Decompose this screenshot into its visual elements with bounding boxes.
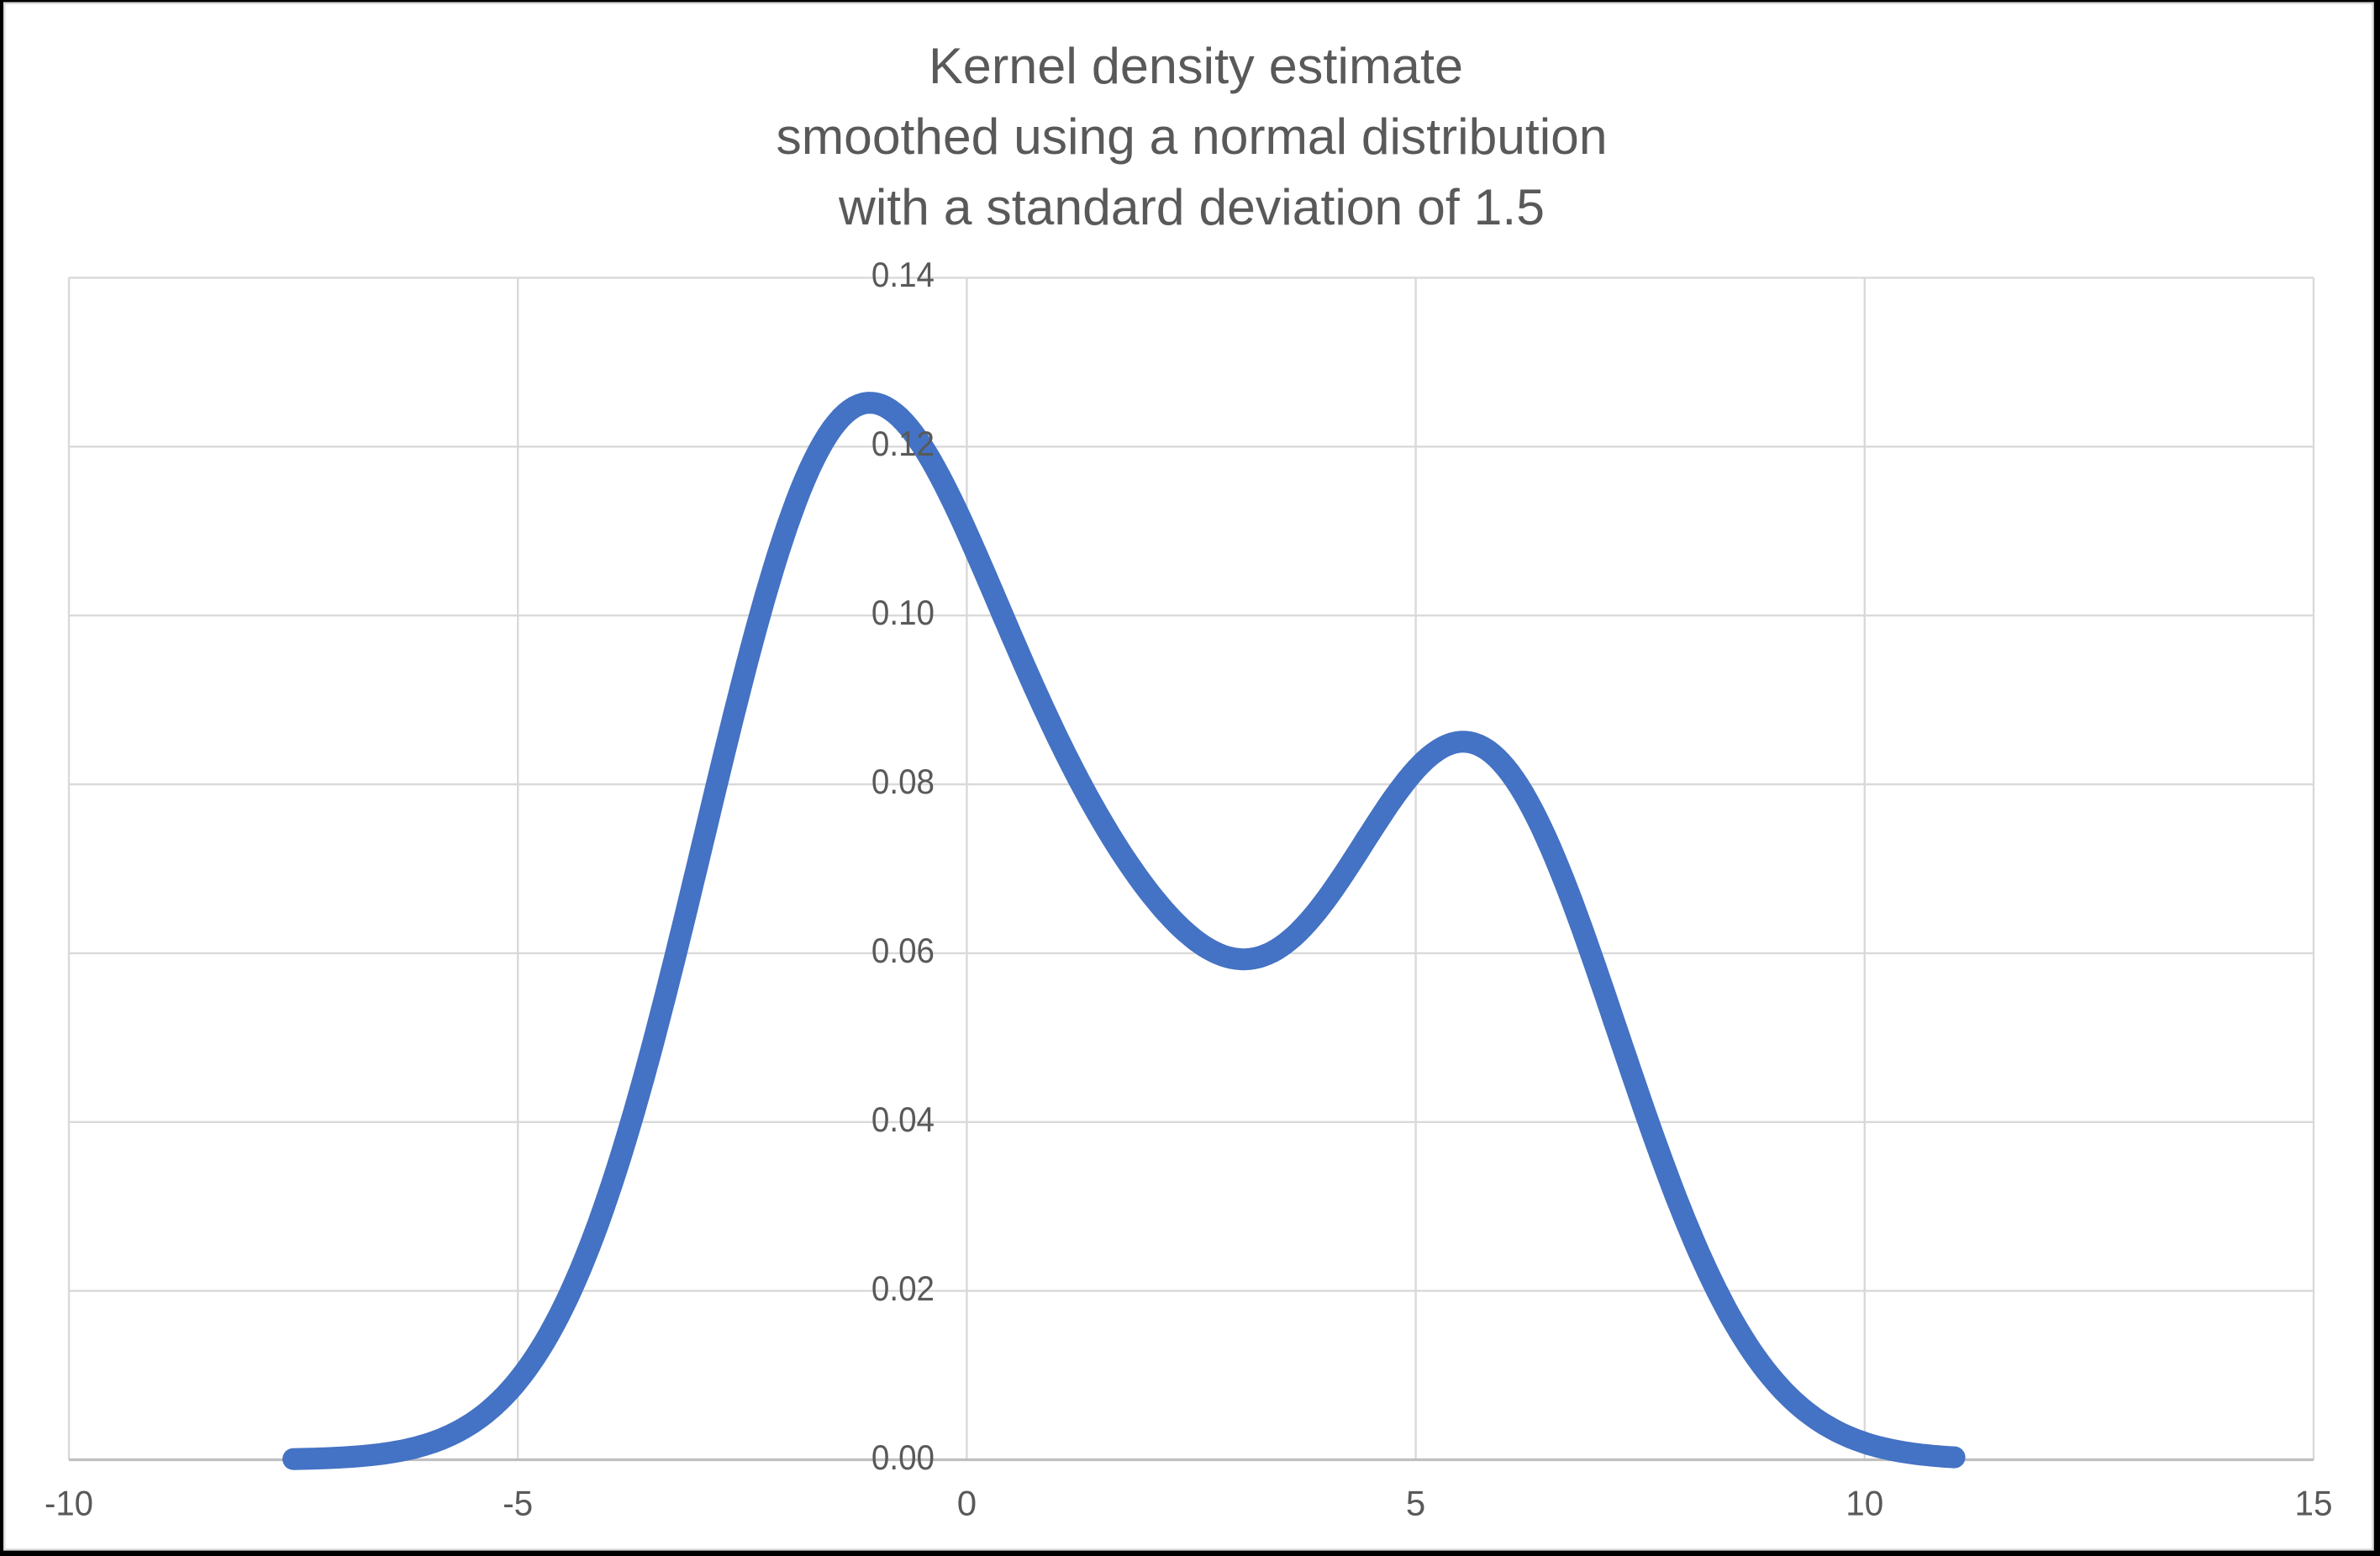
svg-text:10: 10 xyxy=(1846,1484,1883,1523)
svg-text:-5: -5 xyxy=(503,1484,533,1523)
svg-text:with a standard deviation of 1: with a standard deviation of 1.5 xyxy=(838,179,1545,235)
svg-text:0.12: 0.12 xyxy=(871,424,935,463)
svg-text:Kernel density estimate: Kernel density estimate xyxy=(929,38,1463,94)
svg-text:0.02: 0.02 xyxy=(871,1269,935,1308)
svg-text:0.04: 0.04 xyxy=(871,1100,935,1139)
svg-text:0.00: 0.00 xyxy=(871,1437,935,1477)
svg-text:0.14: 0.14 xyxy=(871,255,935,294)
svg-text:5: 5 xyxy=(1406,1484,1425,1523)
svg-text:0.10: 0.10 xyxy=(871,593,935,632)
svg-text:15: 15 xyxy=(2295,1484,2333,1523)
svg-text:0: 0 xyxy=(957,1484,977,1523)
svg-text:-10: -10 xyxy=(45,1484,93,1523)
svg-text:0.08: 0.08 xyxy=(871,762,935,801)
svg-text:0.06: 0.06 xyxy=(871,931,935,970)
svg-text:smoothed using a normal distri: smoothed using a normal distribution xyxy=(777,108,1608,165)
